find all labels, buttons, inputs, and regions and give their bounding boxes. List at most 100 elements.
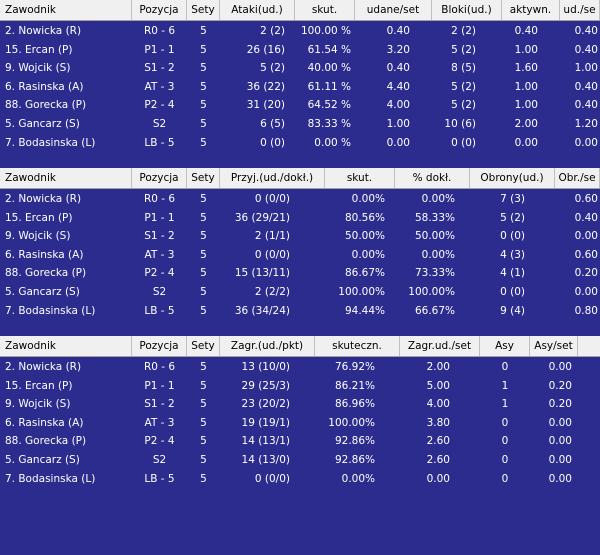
table-cell: 61.11 %	[307, 80, 351, 93]
column-header[interactable]: skuteczn.	[315, 336, 400, 356]
table-cell: 0.40	[386, 25, 410, 37]
column-header[interactable]: Zagr.ud./set	[400, 336, 480, 356]
table-cell: 0.20	[548, 379, 572, 392]
table-cell: 1.20	[574, 118, 598, 130]
table-cell: 100.00 %	[300, 25, 351, 37]
table-cell: AT - 3	[144, 248, 175, 261]
table-cell: 40.00 %	[307, 62, 351, 75]
table-cell: 1.00	[574, 62, 598, 75]
table-cell: P2 - 4	[144, 267, 175, 280]
table-cell: 5	[200, 435, 207, 448]
table-cell: 0.00	[514, 136, 538, 149]
table-cell: 9. Wojcik (S)	[5, 230, 71, 243]
column-header[interactable]: Asy	[480, 336, 530, 356]
table-cell: 0 (0/0)	[254, 472, 290, 485]
table-cell: 0 (0)	[260, 136, 285, 149]
table-cell: 5	[200, 80, 207, 93]
column-header[interactable]: % dokł.	[395, 168, 470, 188]
table-cell: 0	[501, 361, 509, 373]
table-cell: 5	[200, 230, 207, 243]
column-header[interactable]: Asy/set	[530, 336, 578, 356]
column-header[interactable]: ud./se	[560, 0, 600, 20]
table-cell: 14 (13/0)	[241, 454, 290, 466]
table-cell: 0.00	[548, 361, 572, 373]
table-header	[0, 336, 600, 357]
table-cell: 5	[200, 472, 207, 485]
table-cell: 36 (29/21)	[234, 211, 290, 224]
column-header[interactable]: Sety	[187, 168, 220, 188]
column-header[interactable]: Zagr.(ud./pkt)	[220, 336, 315, 356]
column-header[interactable]: Sety	[187, 0, 220, 20]
table-cell: 61.54 %	[307, 43, 351, 56]
table-cell: 1.60	[514, 62, 538, 75]
column-header[interactable]: Zawodnik	[0, 168, 132, 188]
table-cell: P1 - 1	[144, 43, 175, 56]
column-header[interactable]: Bloki(ud.)	[432, 0, 502, 20]
table-cell: S1 - 2	[144, 398, 175, 411]
column-header[interactable]: udane/set	[355, 0, 432, 20]
column-header[interactable]: Przyj.(ud./dokł.)	[220, 168, 325, 188]
table-cell: R0 - 6	[143, 25, 176, 37]
table-cell: 8 (5)	[451, 62, 476, 75]
table-cell: P2 - 4	[144, 435, 175, 448]
table-cell: 2. Nowicka (R)	[5, 361, 82, 373]
table-cell: 58.33%	[414, 211, 455, 224]
column-header[interactable]: skut.	[295, 0, 355, 20]
table-cell: P1 - 1	[144, 211, 175, 224]
table-cell: 2.60	[426, 454, 450, 466]
column-header[interactable]: skut.	[325, 168, 395, 188]
table-cell: 5 (2)	[451, 43, 476, 56]
table-cell: 6 (5)	[260, 118, 285, 130]
table-cell: 5	[200, 416, 207, 429]
table-cell: 0.00	[574, 230, 598, 243]
column-header[interactable]: Obr./se	[555, 168, 600, 188]
table-cell: 2 (2)	[451, 25, 476, 37]
table-cell: 36 (34/24)	[234, 304, 290, 317]
table-cell: 5	[200, 379, 207, 392]
table-cell: 0 (0/0)	[254, 248, 290, 261]
table-cell: 0.00%	[421, 248, 455, 261]
column-header[interactable]: Pozycja	[132, 168, 187, 188]
column-header[interactable]: Zawodnik	[0, 336, 132, 356]
table-cell: 0.20	[548, 398, 572, 411]
table-cell: 5 (2)	[451, 99, 476, 112]
table-cell: 36 (22)	[246, 80, 285, 93]
column-header[interactable]: Pozycja	[132, 0, 187, 20]
table-cell: 0.00	[548, 454, 572, 466]
table-cell: 0.40	[574, 99, 598, 112]
table-cell: 0.00	[386, 136, 410, 149]
table-cell: 0.40	[574, 211, 598, 224]
table-cell: 5	[200, 25, 207, 37]
table-cell: 4.00	[386, 99, 410, 112]
table-cell: 14 (13/1)	[241, 435, 290, 448]
table-cell: 100.00%	[328, 416, 375, 429]
table-cell: 5	[200, 62, 207, 75]
table-cell: 4.40	[386, 80, 410, 93]
column-header[interactable]: Ataki(ud.)	[220, 0, 295, 20]
table-cell: 15. Ercan (P)	[5, 43, 73, 56]
table-cell: 23 (20/2)	[241, 398, 290, 411]
table-cell: 15 (13/11)	[234, 267, 290, 280]
table-cell: 31 (20)	[246, 99, 285, 112]
table-cell: 50.00%	[414, 230, 455, 243]
table-cell: 0.40	[574, 25, 598, 37]
column-header[interactable]: Obrony(ud.)	[470, 168, 555, 188]
column-header[interactable]: Sety	[187, 336, 220, 356]
column-header[interactable]: Zawodnik	[0, 0, 132, 20]
table-cell: 50.00%	[344, 230, 385, 243]
table-cell: 0.40	[514, 25, 538, 37]
table-cell: 0.00%	[421, 193, 455, 205]
column-header[interactable]: Pozycja	[132, 336, 187, 356]
table-cell: 9. Wojcik (S)	[5, 62, 71, 75]
column-header[interactable]: aktywn.	[502, 0, 560, 20]
table-cell: 0 (0)	[451, 136, 476, 149]
table-header	[0, 168, 600, 189]
table-cell: 0	[501, 472, 509, 485]
table-cell: 4.00	[426, 398, 450, 411]
table-cell: 5	[200, 193, 207, 205]
table-cell: 0.00	[574, 286, 598, 298]
table-cell: 3.20	[386, 43, 410, 56]
table-cell: 5	[200, 99, 207, 112]
table-cell: 83.33 %	[307, 118, 351, 130]
